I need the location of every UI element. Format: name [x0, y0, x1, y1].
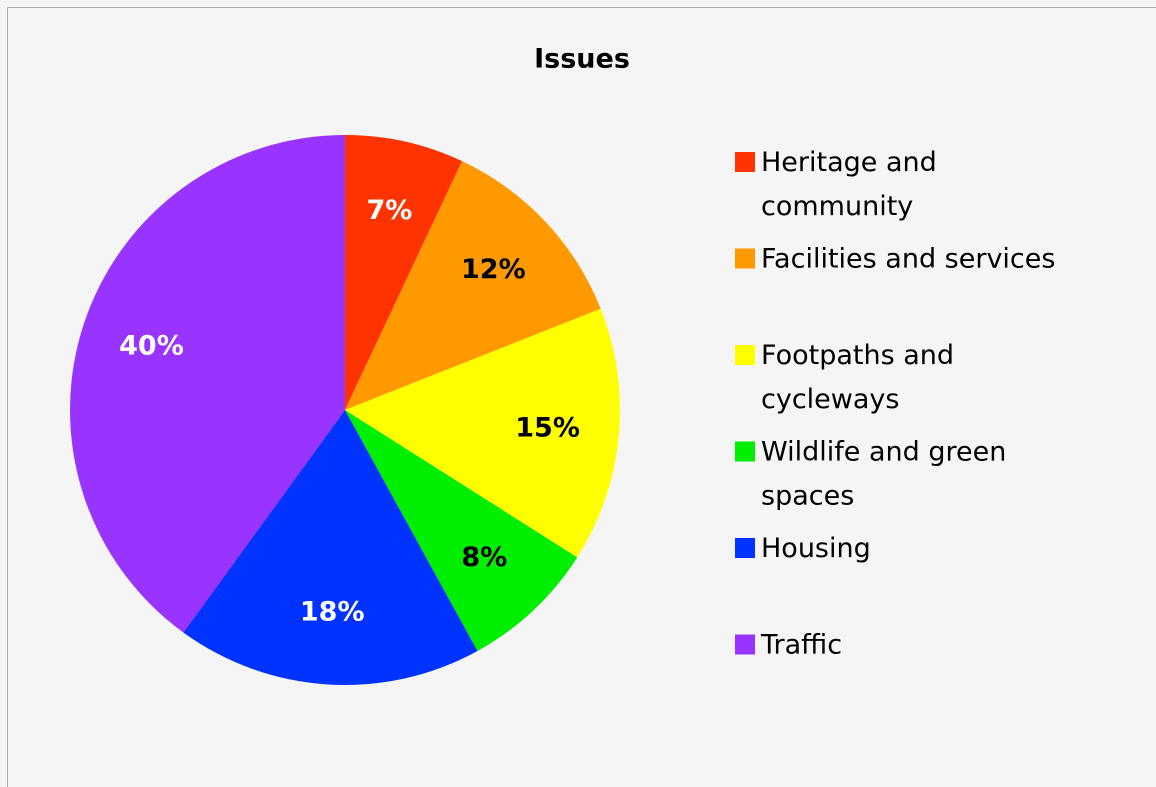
legend-swatch — [735, 248, 755, 269]
data-label: 40% — [119, 331, 184, 362]
legend-line: Traffic — [760, 629, 842, 660]
legend-label: Wildlife and green spaces — [761, 436, 1006, 511]
legend-line: Housing — [761, 533, 871, 564]
pie-slice — [70, 135, 345, 633]
chart-title: Issues — [534, 44, 630, 75]
legend-line: community — [761, 191, 913, 222]
data-label: 7% — [366, 195, 412, 226]
data-label: 15% — [515, 413, 580, 444]
legend-line: Wildlife and green — [761, 436, 1006, 467]
legend-line: spaces — [761, 480, 854, 511]
legend-swatch — [735, 634, 755, 655]
pie-slice — [345, 135, 463, 410]
legend-swatch — [735, 441, 755, 462]
data-label: 8% — [461, 542, 507, 573]
legend-line: cycleways — [761, 384, 899, 415]
chart-border — [7, 7, 1156, 787]
legend-label: Facilities and services — [761, 243, 1055, 274]
legend-label: Footpaths and cycleways — [761, 340, 954, 415]
legend-swatch — [735, 345, 755, 365]
data-label: 18% — [300, 597, 365, 628]
pie-slice — [183, 410, 478, 685]
legend-label: Housing — [761, 533, 871, 564]
legend-swatch — [735, 152, 755, 172]
legend-line: Heritage and — [761, 147, 937, 178]
data-label: 12% — [461, 254, 526, 285]
pie-slice — [345, 161, 601, 410]
legend-line: Footpaths and — [761, 340, 954, 371]
legend-swatch — [735, 538, 755, 558]
pie-slice — [345, 410, 578, 651]
legend-label: Heritage and community — [761, 147, 937, 222]
legend-label: Traffic — [760, 629, 842, 660]
legend-line: Facilities and services — [761, 243, 1055, 274]
pie-slice — [345, 308, 621, 558]
